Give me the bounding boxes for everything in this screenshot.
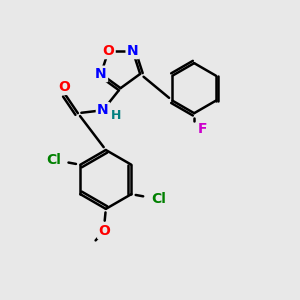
Text: N: N xyxy=(127,44,139,58)
Text: Cl: Cl xyxy=(46,153,61,167)
Text: O: O xyxy=(98,224,110,238)
Text: N: N xyxy=(97,103,109,117)
Text: F: F xyxy=(198,122,207,136)
Text: N: N xyxy=(95,67,107,81)
Text: H: H xyxy=(111,109,121,122)
Text: O: O xyxy=(58,80,70,94)
Text: Cl: Cl xyxy=(151,192,166,206)
Text: O: O xyxy=(103,44,114,58)
